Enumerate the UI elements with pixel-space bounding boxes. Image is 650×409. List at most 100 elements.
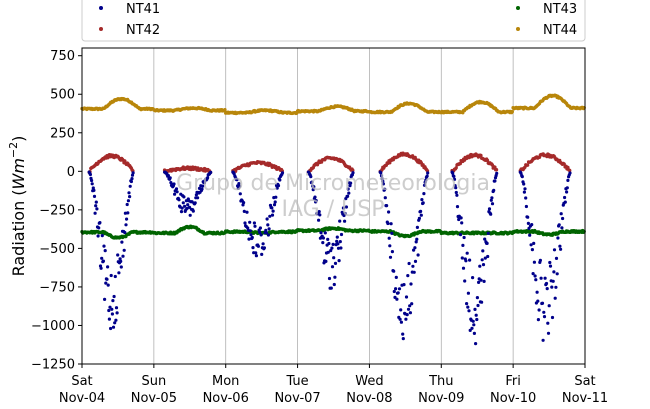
nt41-point — [117, 271, 121, 275]
nt41-point — [528, 233, 532, 237]
nt41-point — [485, 241, 489, 245]
nt41-point — [253, 224, 257, 228]
nt41-point — [409, 282, 413, 286]
x-tick-weekday: Wed — [355, 374, 383, 389]
nt41-point — [464, 259, 468, 263]
nt41-point — [379, 171, 383, 175]
nt41-point — [419, 209, 423, 213]
nt41-point — [346, 187, 350, 191]
legend-marker-nt42 — [99, 27, 103, 31]
nt41-point — [486, 231, 490, 235]
nt41-point — [98, 221, 102, 225]
nt41-point — [551, 279, 555, 283]
nt41-point — [317, 210, 321, 214]
nt41-point — [533, 274, 537, 278]
nt41-point — [95, 207, 99, 211]
nt41-point — [475, 317, 479, 322]
nt41-point — [107, 317, 111, 321]
nt41-point — [531, 272, 535, 276]
nt41-point — [326, 237, 330, 241]
nt41-point — [387, 236, 391, 240]
nt41-point — [390, 250, 394, 254]
nt41-point — [534, 278, 538, 282]
nt41-point — [542, 315, 547, 319]
nt41-point — [380, 177, 384, 181]
nt41-point — [559, 247, 563, 251]
nt41-point — [319, 231, 323, 235]
nt41-point — [536, 299, 540, 303]
y-tick-label: −500 — [39, 242, 75, 257]
nt41-point — [557, 223, 561, 227]
nt41-point — [330, 246, 334, 250]
nt41-point — [200, 187, 204, 191]
nt41-point — [470, 326, 474, 330]
nt42-point — [479, 153, 483, 158]
nt41-point — [131, 171, 135, 175]
nt41-point — [110, 312, 114, 316]
nt41-point — [312, 185, 316, 189]
nt41-point — [532, 241, 536, 245]
nt41-point — [112, 294, 116, 299]
nt41-point — [408, 311, 412, 315]
nt41-point — [260, 252, 264, 256]
nt41-point — [415, 225, 419, 229]
nt41-point — [182, 195, 186, 199]
nt41-point — [128, 195, 132, 199]
y-axis-title-exponent: −2 — [7, 142, 20, 158]
nt41-point — [120, 240, 124, 244]
x-tick-date: Nov-06 — [203, 391, 249, 406]
nt41-point — [130, 177, 134, 181]
x-tick-date: Nov-09 — [418, 391, 464, 406]
nt41-point — [109, 326, 113, 331]
legend-marker-nt44 — [516, 27, 520, 31]
nt41-point — [96, 234, 100, 238]
nt41-point — [522, 182, 526, 186]
nt41-point — [536, 318, 541, 322]
nt41-point — [477, 280, 481, 284]
nt41-point — [118, 257, 122, 261]
nt41-point — [108, 305, 112, 309]
nt41-point — [392, 269, 396, 273]
nt41-point — [520, 175, 524, 179]
nt41-point — [125, 202, 129, 207]
nt41-point — [329, 286, 333, 290]
nt41-point — [565, 186, 569, 190]
nt41-point — [92, 188, 96, 192]
legend-box — [81, 0, 586, 42]
nt41-point — [329, 249, 333, 253]
nt41-point — [197, 186, 202, 190]
nt41-point — [413, 259, 418, 263]
nt41-point — [416, 253, 420, 257]
nt41-point — [179, 210, 184, 214]
nt41-point — [481, 249, 485, 253]
nt41-point — [94, 204, 98, 208]
x-tick-date: Nov-07 — [274, 391, 320, 406]
nt41-point — [333, 261, 338, 265]
nt41-point — [90, 178, 94, 183]
nt41-point — [177, 198, 181, 202]
nt41-point — [201, 184, 205, 188]
nt41-point — [335, 235, 339, 239]
nt41-point — [174, 187, 179, 191]
nt41-point — [425, 174, 429, 178]
nt41-point — [186, 203, 190, 207]
nt41-point — [127, 191, 131, 195]
nt41-point — [335, 239, 339, 243]
nt41-point — [545, 287, 549, 291]
nt41-point — [394, 275, 398, 279]
nt41-point — [237, 182, 241, 186]
nt41-point — [387, 210, 391, 214]
nt41-point — [523, 187, 527, 191]
nt42-point — [485, 158, 490, 163]
nt41-point — [337, 259, 341, 263]
y-tick-label: −250 — [39, 203, 75, 218]
nt41-point — [473, 307, 477, 311]
nt41-point — [401, 332, 405, 336]
nt41-point — [413, 246, 417, 250]
nt41-point — [106, 283, 110, 287]
nt41-point — [251, 246, 255, 250]
nt41-point — [566, 178, 570, 182]
nt41-point — [254, 251, 258, 255]
nt41-point — [321, 241, 325, 245]
nt41-point — [278, 178, 282, 182]
